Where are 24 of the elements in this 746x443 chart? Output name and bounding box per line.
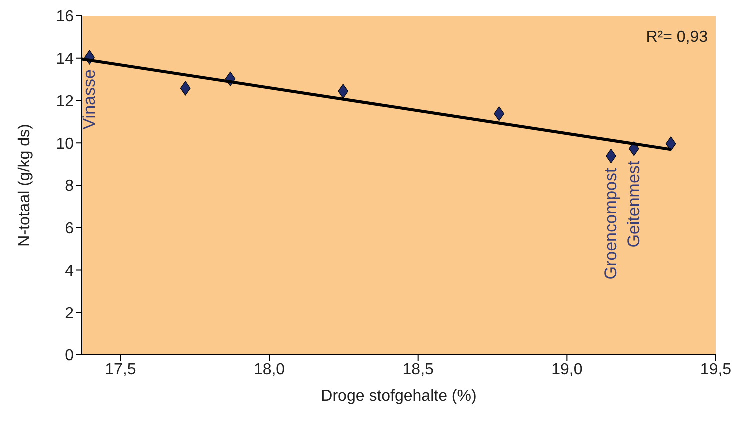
annotation: Vinasse bbox=[80, 70, 100, 130]
annotation: R²= 0,93 bbox=[646, 29, 708, 46]
y-tick-label: 14 bbox=[56, 51, 74, 68]
y-tick-label: 16 bbox=[56, 8, 74, 26]
x-tick-label: 19,5 bbox=[700, 361, 732, 378]
point bbox=[494, 106, 505, 122]
x-tick-label: 18,0 bbox=[254, 361, 286, 378]
y-tick-label: 2 bbox=[65, 305, 74, 322]
y-tick-label: 8 bbox=[65, 178, 74, 196]
x-axis-title: Droge stofgehalte (%) bbox=[321, 388, 477, 405]
point bbox=[666, 136, 676, 152]
y-tick-label: 0 bbox=[65, 348, 74, 365]
y-tick-label: 12 bbox=[56, 93, 74, 110]
y-tick-label: 4 bbox=[65, 262, 74, 280]
x-tick-label: 17,5 bbox=[105, 361, 136, 378]
y-axis-title: N-totaal (g/kg ds) bbox=[16, 124, 34, 247]
point bbox=[338, 84, 349, 99]
y-tick-label: 10 bbox=[56, 136, 74, 153]
x-tick-label: 19,0 bbox=[552, 361, 583, 378]
annotation: Groencompost bbox=[602, 168, 621, 280]
annotation: Geitenmest bbox=[624, 160, 644, 248]
x-tick-label: 18,5 bbox=[402, 361, 434, 378]
point bbox=[180, 81, 191, 96]
y-tick-label: 6 bbox=[65, 220, 74, 238]
